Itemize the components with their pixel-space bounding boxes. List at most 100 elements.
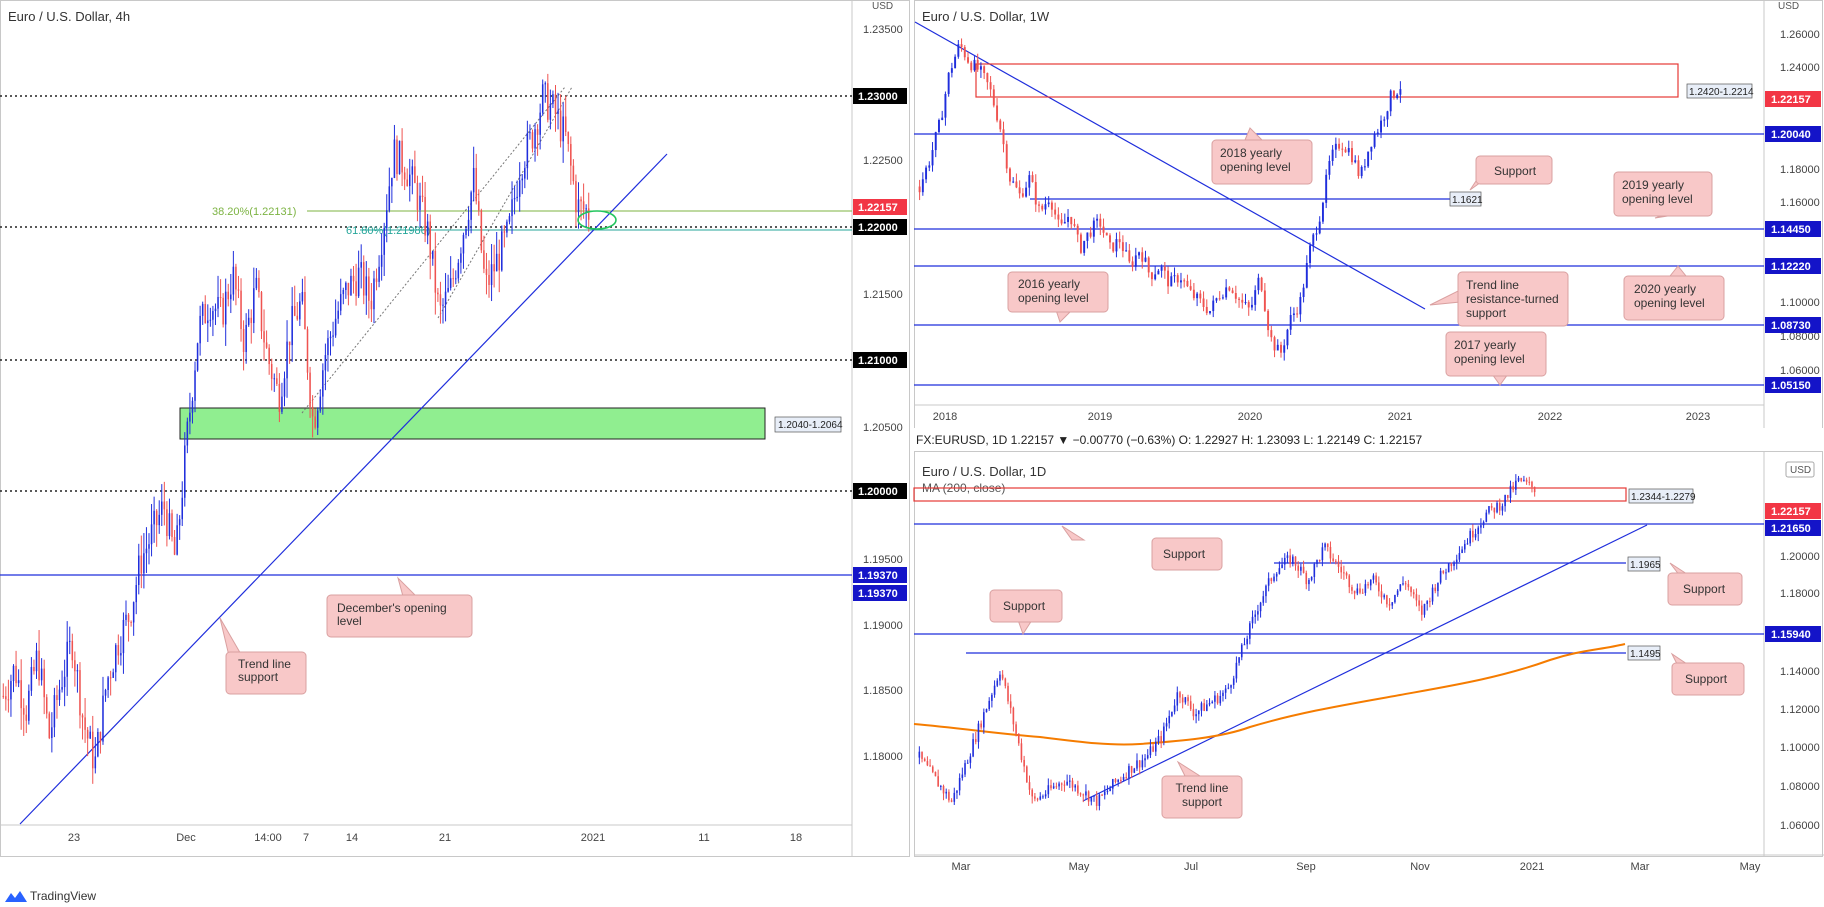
candle-body [467, 219, 470, 229]
candle-body [582, 201, 585, 210]
candle-body [1101, 794, 1103, 796]
candle-body [1353, 590, 1356, 594]
candle-body [1361, 592, 1364, 594]
candle-body [516, 196, 518, 199]
x-tick: 21 [439, 832, 451, 844]
candle-body [1267, 578, 1270, 586]
candle-body [1240, 644, 1243, 658]
candle-body [1224, 688, 1227, 693]
candle-body [1017, 733, 1020, 744]
level-label-tag: 1.1621 [1449, 191, 1483, 207]
candle-body [51, 727, 53, 739]
candle-body [934, 132, 937, 151]
candle-body [61, 687, 63, 690]
candle-body [996, 680, 999, 686]
chart-4h[interactable]: Euro / U.S. Dollar, 4h USD 1.23500 1.225… [0, 0, 910, 885]
candle-body [963, 47, 966, 58]
candle-body [511, 199, 513, 217]
candle-body [1125, 776, 1128, 779]
candle-body [1173, 705, 1176, 712]
candle-body [1063, 221, 1066, 224]
candle-body [986, 73, 989, 83]
candle-body [1341, 148, 1344, 150]
svg-text:1.20000: 1.20000 [1780, 551, 1820, 563]
candle-body [306, 329, 309, 373]
candle-body [237, 289, 240, 291]
candle-body [1370, 146, 1373, 152]
candle-body [373, 278, 375, 310]
candle-body [1520, 477, 1523, 481]
candle-body [1060, 783, 1063, 785]
candle-body [585, 208, 587, 210]
footer-branding: TradingView [0, 885, 1824, 907]
candle-body [934, 771, 937, 777]
candle-body [1305, 572, 1308, 585]
candle-body [1308, 579, 1310, 585]
candle-body [104, 689, 107, 696]
candle-body [1389, 90, 1392, 112]
candle-body [102, 695, 104, 742]
candle-body [388, 186, 391, 211]
candle-body [84, 717, 86, 730]
candle-body [1170, 276, 1173, 287]
svg-text:1.05150: 1.05150 [1771, 380, 1811, 392]
candle-body [1273, 337, 1276, 351]
chart-1d-trend-line [1082, 524, 1648, 802]
candle-body [969, 756, 972, 763]
candle-body [549, 103, 552, 120]
candle-body [948, 791, 950, 801]
callout-decembers-opening: December's opening level [326, 576, 473, 638]
candle-body [1073, 224, 1076, 226]
candle-body [347, 282, 350, 296]
chart-4h-fib-labels: 38.20%(1.22131) 61.80%(1.21986) [212, 206, 430, 237]
svg-text:1.20000: 1.20000 [858, 486, 898, 498]
svg-text:2021: 2021 [1520, 861, 1544, 873]
svg-text:1.18000: 1.18000 [1780, 164, 1820, 176]
candle-body [53, 695, 56, 728]
candle-body [1378, 582, 1380, 592]
svg-text:1.1495: 1.1495 [1630, 649, 1661, 660]
candle-body [1455, 559, 1458, 563]
candle-body [1034, 182, 1037, 205]
candle-body [493, 264, 495, 272]
svg-text:1.22157: 1.22157 [1771, 94, 1811, 106]
candle-body [1009, 701, 1012, 708]
chart-1w-resistance-zone [975, 63, 1679, 98]
candle-body [1369, 579, 1372, 586]
chart-1w[interactable]: Euro / U.S. Dollar, 1W USD 1.26000 1.240… [914, 0, 1823, 429]
candle-body [1463, 543, 1466, 550]
svg-text:2021: 2021 [1388, 411, 1412, 423]
candle-body [296, 315, 299, 320]
svg-text:1.10000: 1.10000 [1780, 297, 1820, 309]
candle-body [957, 44, 960, 57]
chart-1d[interactable]: FX:EURUSD, 1D 1.22157 ▼ −0.00770 (−0.63%… [913, 428, 1824, 873]
candle-body [1047, 202, 1050, 205]
svg-text:1.22157: 1.22157 [858, 202, 898, 214]
svg-text:1.06000: 1.06000 [1780, 365, 1820, 377]
candle-body [1052, 786, 1055, 789]
candle-body [1294, 556, 1297, 566]
candle-body [365, 276, 368, 296]
branding-label[interactable]: TradingView [30, 889, 97, 903]
candle-body [1112, 242, 1115, 252]
candle-body [1093, 795, 1095, 797]
candle-body [1070, 216, 1073, 225]
candle-body [501, 231, 503, 271]
candle-body [1283, 345, 1286, 353]
candle-body [465, 228, 467, 235]
candle-body [1442, 570, 1445, 574]
candle-body [199, 315, 201, 344]
candle-body [1488, 506, 1490, 513]
candle-body [1437, 582, 1439, 592]
candle-body [1383, 595, 1385, 598]
candle-body [1289, 315, 1292, 330]
candle-body [1410, 587, 1412, 593]
candle-body [1509, 485, 1512, 498]
candle-body [403, 172, 406, 180]
candle-body [1289, 555, 1291, 564]
chart-4h-support-zone [179, 407, 766, 440]
candle-body [398, 140, 401, 175]
candle-body [929, 765, 931, 767]
candle-body [1115, 239, 1118, 252]
candle-body [1163, 726, 1165, 742]
